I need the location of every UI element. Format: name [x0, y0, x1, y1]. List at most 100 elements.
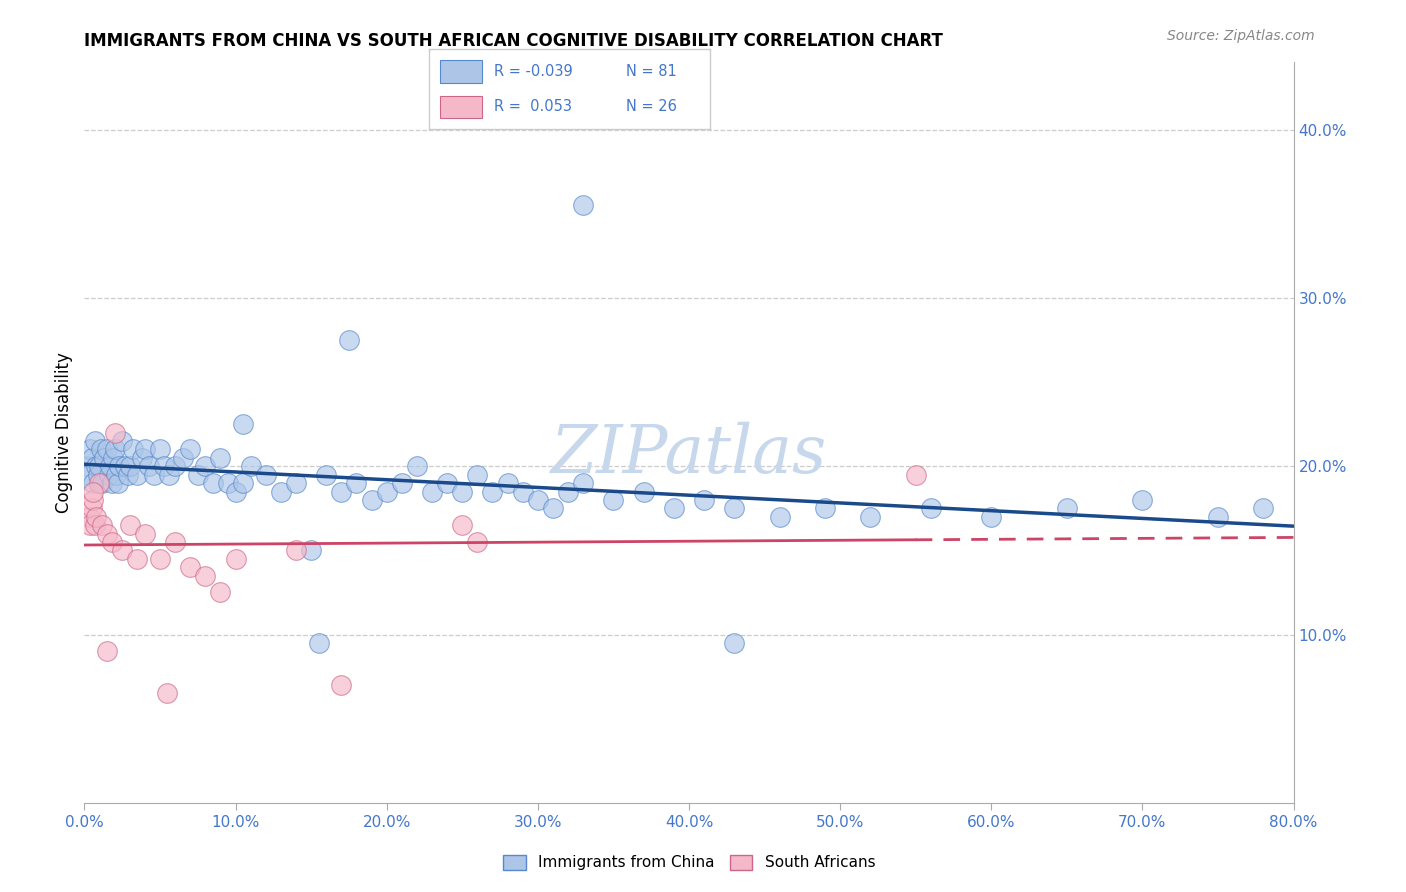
Point	[406, 459, 429, 474]
Point	[98, 459, 121, 474]
Point	[662, 501, 685, 516]
Point	[79, 518, 101, 533]
Point	[451, 518, 474, 533]
Point	[904, 467, 927, 482]
Point	[76, 459, 98, 474]
Point	[86, 459, 108, 474]
Point	[89, 459, 111, 474]
Point	[723, 501, 745, 516]
Point	[225, 484, 247, 499]
Point	[82, 476, 104, 491]
Bar	[440, 61, 482, 83]
Point	[285, 476, 308, 491]
Point	[91, 476, 114, 491]
Point	[104, 425, 127, 440]
Point	[496, 476, 519, 491]
Point	[346, 476, 368, 491]
Point	[97, 467, 120, 482]
Text: N = 26: N = 26	[626, 99, 676, 114]
Point	[201, 476, 224, 491]
Point	[134, 442, 156, 457]
Point	[93, 450, 115, 465]
Point	[157, 467, 180, 482]
Point	[118, 518, 141, 533]
Point	[315, 467, 337, 482]
Point	[1253, 501, 1275, 516]
Text: N = 81: N = 81	[626, 64, 676, 79]
Point	[920, 501, 942, 516]
Point	[360, 492, 382, 507]
Point	[179, 442, 201, 457]
Point	[118, 459, 141, 474]
Point	[194, 459, 217, 474]
Point	[254, 467, 277, 482]
Point	[633, 484, 655, 499]
Point	[84, 434, 107, 448]
Point	[96, 526, 118, 541]
Point	[541, 501, 564, 516]
Point	[134, 526, 156, 541]
Legend: Immigrants from China, South Africans: Immigrants from China, South Africans	[496, 848, 882, 877]
Point	[527, 492, 550, 507]
Point	[308, 636, 330, 650]
Point	[84, 518, 107, 533]
Point	[602, 492, 624, 507]
Point	[299, 543, 322, 558]
Point	[1132, 492, 1154, 507]
Point	[451, 484, 474, 499]
Point	[96, 442, 118, 457]
Point	[156, 686, 179, 700]
Point	[87, 467, 110, 482]
Point	[723, 636, 745, 650]
Text: R =  0.053: R = 0.053	[494, 99, 571, 114]
Point	[142, 467, 165, 482]
Text: ZIPatlas: ZIPatlas	[551, 422, 827, 487]
Point	[270, 484, 292, 499]
Point	[512, 484, 534, 499]
Point	[179, 560, 201, 574]
Point	[330, 484, 353, 499]
Point	[96, 644, 118, 658]
Point	[172, 450, 194, 465]
Point	[239, 459, 262, 474]
Point	[557, 484, 579, 499]
Point	[225, 551, 247, 566]
Point	[82, 484, 104, 499]
Point	[420, 484, 443, 499]
Point	[117, 467, 139, 482]
Point	[131, 450, 153, 465]
Point	[209, 450, 232, 465]
Text: IMMIGRANTS FROM CHINA VS SOUTH AFRICAN COGNITIVE DISABILITY CORRELATION CHART: IMMIGRANTS FROM CHINA VS SOUTH AFRICAN C…	[84, 32, 943, 50]
Y-axis label: Cognitive Disability: Cognitive Disability	[55, 352, 73, 513]
Point	[82, 492, 104, 507]
Text: Source: ZipAtlas.com: Source: ZipAtlas.com	[1167, 29, 1315, 43]
Point	[165, 459, 187, 474]
Point	[114, 459, 136, 474]
Point	[127, 467, 149, 482]
Point	[80, 450, 103, 465]
Point	[693, 492, 716, 507]
Point	[111, 543, 134, 558]
Point	[330, 678, 353, 692]
Point	[285, 543, 308, 558]
Point	[467, 535, 489, 549]
Point	[391, 476, 413, 491]
Point	[217, 476, 239, 491]
Point	[90, 442, 112, 457]
Text: R = -0.039: R = -0.039	[494, 64, 572, 79]
Point	[149, 442, 172, 457]
Point	[337, 333, 360, 347]
Point	[769, 509, 792, 524]
Point	[104, 442, 127, 457]
Point	[859, 509, 882, 524]
Point	[209, 585, 232, 599]
Point	[149, 551, 172, 566]
Point	[108, 459, 131, 474]
Point	[89, 476, 111, 491]
Point	[572, 476, 595, 491]
Point	[572, 198, 595, 212]
Point	[80, 501, 103, 516]
Point	[127, 551, 149, 566]
Point	[814, 501, 837, 516]
Point	[100, 535, 122, 549]
